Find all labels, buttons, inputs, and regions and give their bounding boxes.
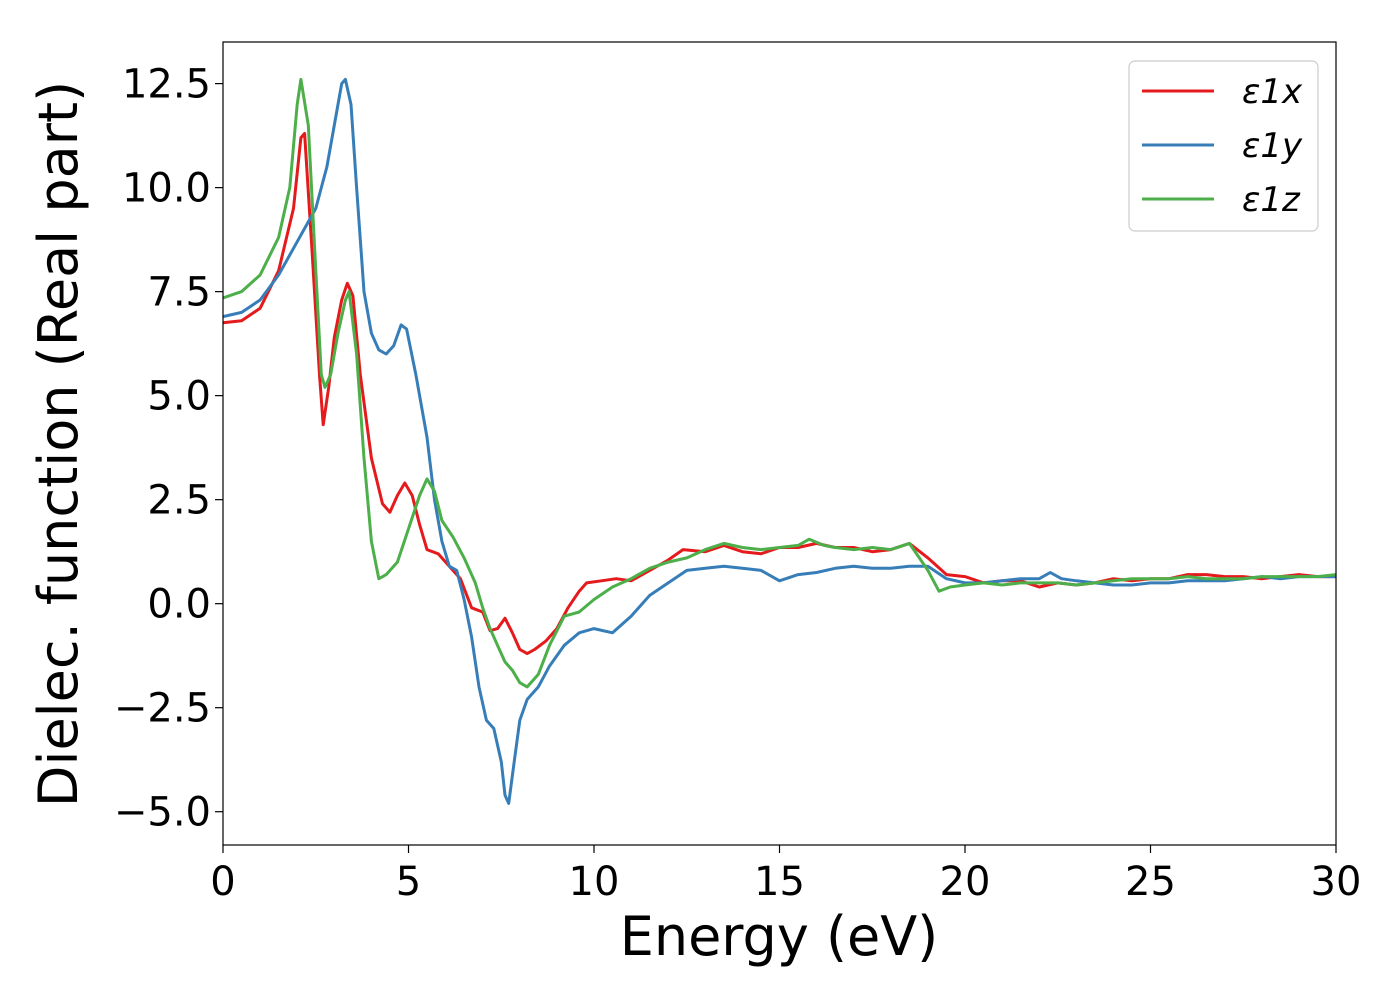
x-tick-label: 5 [396,859,421,905]
x-tick-label: 25 [1125,859,1176,905]
series-line-2 [222,77,1336,805]
legend-label-2: ε1y [1242,126,1303,166]
y-tick-label: 12.5 [122,62,211,108]
y-tick-label: 10.0 [122,166,211,212]
series-layer [222,77,1337,805]
series-line-3 [222,77,1337,689]
legend: ε1x ε1y ε1z [1128,60,1319,232]
y-axis: −5.0 −2.5 0.0 2.5 5.0 7.5 10.0 12.5 [114,62,223,836]
x-tick-label: 0 [210,859,235,905]
y-axis-label: Dielec. function (Real part) [27,81,90,807]
y-tick-label: 2.5 [147,478,211,524]
x-tick-label: 30 [1311,859,1362,905]
y-tick-label: −5.0 [114,790,211,836]
y-tick-label: −2.5 [114,686,211,732]
x-tick-label: 15 [754,859,805,905]
x-tick-label: 10 [569,859,620,905]
x-axis-label: Energy (eV) [620,905,939,968]
legend-frame [1128,60,1319,232]
y-tick-label: 5.0 [147,374,211,420]
x-axis: 0 5 10 15 20 25 30 [210,845,1361,905]
y-tick-label: 0.0 [147,582,211,628]
y-tick-label: 7.5 [147,270,211,316]
x-tick-label: 20 [940,859,991,905]
legend-label-1: ε1x [1242,72,1303,112]
legend-label-3: ε1z [1242,180,1301,220]
